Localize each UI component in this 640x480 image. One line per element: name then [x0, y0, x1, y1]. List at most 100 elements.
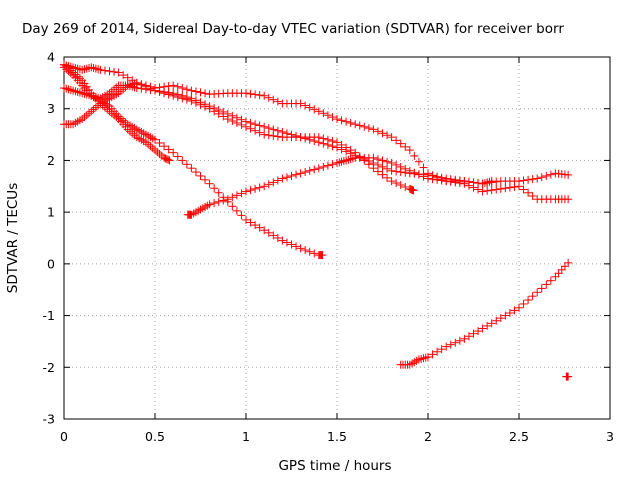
data-point — [469, 178, 478, 187]
x-tick-label: 2 — [424, 429, 432, 444]
data-point — [160, 82, 169, 91]
data-point — [533, 288, 542, 297]
data-point — [478, 179, 487, 188]
data-point — [419, 172, 428, 181]
data-point — [123, 73, 132, 82]
data-point — [287, 240, 296, 249]
data-point — [310, 137, 319, 146]
data-point — [201, 175, 210, 184]
data-point — [228, 111, 237, 120]
data-point — [383, 164, 392, 173]
data-point — [564, 258, 573, 267]
data-point — [151, 135, 159, 144]
data-point — [273, 97, 282, 106]
data-point — [66, 85, 75, 94]
data-point — [255, 91, 264, 100]
data-point — [339, 157, 348, 166]
data-point — [373, 155, 382, 164]
data-point — [510, 182, 519, 191]
data-point — [191, 96, 200, 105]
data-point — [169, 89, 178, 98]
data-point — [164, 82, 173, 91]
data-point — [305, 247, 314, 256]
data-point — [428, 350, 437, 359]
data-point — [187, 86, 196, 95]
data-point — [85, 91, 94, 100]
data-point — [328, 113, 337, 122]
data-point — [492, 177, 501, 186]
data-point — [387, 177, 396, 186]
data-point — [496, 314, 505, 323]
data-point — [278, 174, 287, 183]
data-point — [296, 99, 305, 108]
data-point — [123, 81, 132, 90]
data-point — [442, 342, 451, 351]
data-point — [155, 83, 164, 92]
data-point — [155, 138, 164, 147]
data-point — [323, 161, 332, 170]
data-point — [246, 186, 255, 195]
data-point — [337, 145, 346, 154]
data-point — [501, 184, 510, 193]
x-tick-labels: 0 0.5 1 1.5 2 2.5 3 — [60, 429, 614, 444]
data-point — [287, 130, 296, 139]
x-tick-label: 1.5 — [327, 429, 347, 444]
data-point — [342, 156, 351, 165]
data-point — [182, 160, 191, 169]
data-point — [242, 117, 250, 126]
data-point — [278, 236, 287, 245]
data-point — [519, 185, 528, 194]
data-point — [419, 163, 428, 172]
data-point — [474, 179, 483, 188]
data-point — [557, 265, 566, 274]
data-point — [173, 90, 182, 99]
data-point — [387, 133, 396, 142]
data-point — [564, 372, 573, 381]
data-point — [505, 183, 514, 192]
data-point — [319, 139, 328, 148]
x-tick-label: 3 — [606, 429, 614, 444]
data-point — [396, 162, 405, 171]
data-point — [75, 88, 84, 97]
x-tick-label: 2.5 — [509, 429, 529, 444]
data-point — [119, 85, 128, 94]
data-point — [387, 159, 396, 168]
y-tick-label: 4 — [47, 50, 55, 65]
data-point — [191, 87, 200, 96]
data-point — [105, 67, 114, 76]
y-axis-label: SDTVAR / TECUs — [5, 183, 21, 293]
data-point — [314, 138, 323, 147]
data-point — [296, 133, 305, 142]
data-point — [278, 127, 287, 136]
y-tick-label: -3 — [43, 412, 55, 427]
y-tick-label: 2 — [47, 153, 55, 168]
data-point — [264, 180, 273, 189]
data-point — [282, 173, 291, 182]
data-point — [474, 327, 483, 336]
data-point — [378, 129, 387, 138]
data-point — [301, 101, 310, 110]
data-point — [264, 131, 273, 140]
data-point — [71, 87, 80, 96]
data-point — [396, 139, 405, 148]
data-point — [173, 82, 182, 91]
data-point — [524, 175, 533, 184]
data-point — [519, 176, 528, 185]
data-point — [528, 292, 537, 301]
data-point — [483, 321, 492, 330]
data-point — [314, 164, 323, 173]
data-point — [260, 122, 269, 131]
data-point — [187, 94, 196, 103]
data-point — [546, 276, 555, 285]
data-point — [80, 65, 89, 74]
data-point — [160, 142, 169, 151]
data-point — [82, 111, 91, 120]
data-point — [378, 170, 387, 179]
data-point — [323, 140, 332, 149]
data-point — [132, 78, 141, 87]
data-point — [60, 84, 68, 93]
data-point — [487, 177, 496, 186]
data-point — [355, 121, 364, 130]
data-point — [564, 170, 573, 179]
data-point — [173, 152, 182, 161]
